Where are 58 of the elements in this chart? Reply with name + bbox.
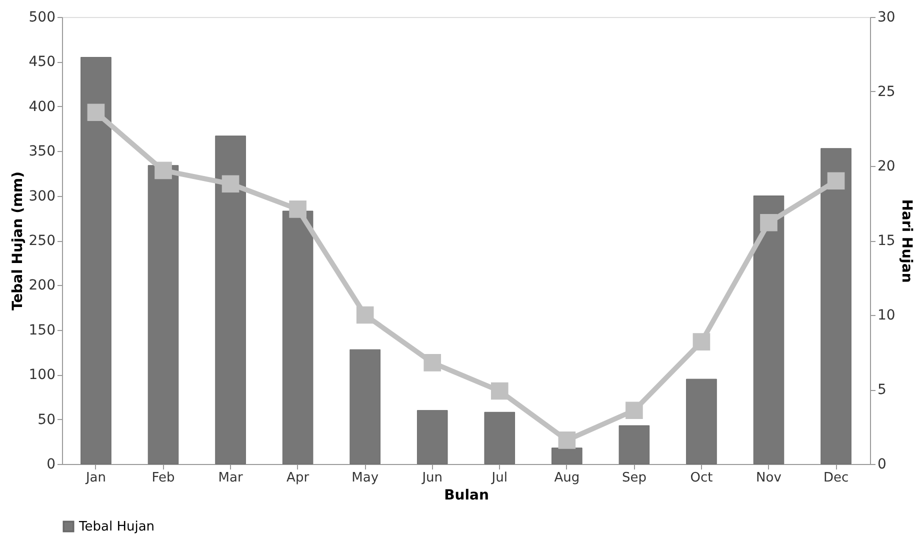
point bbox=[827, 172, 845, 190]
x-tick-label: Sep bbox=[622, 470, 646, 486]
x-axis-title: Bulan bbox=[444, 488, 489, 504]
y2-tick-label: 25 bbox=[878, 84, 896, 100]
x-tick-label: Jan bbox=[84, 470, 106, 486]
y-tick-label: 450 bbox=[28, 54, 56, 70]
y-axis-title: Tebal Hujan (mm) bbox=[10, 171, 26, 311]
y-tick-label: 150 bbox=[28, 322, 56, 338]
x-tick-label: Apr bbox=[286, 470, 310, 486]
x-tick-label: Oct bbox=[690, 470, 713, 486]
bar bbox=[148, 165, 179, 464]
x-tick-label: May bbox=[352, 470, 379, 486]
point bbox=[154, 162, 172, 180]
bar bbox=[618, 425, 650, 464]
bar bbox=[820, 148, 852, 464]
point bbox=[760, 214, 778, 232]
point bbox=[356, 306, 374, 324]
legend-label: Tebal Hujan bbox=[78, 520, 155, 534]
y-tick-label: 200 bbox=[28, 278, 56, 294]
bar bbox=[80, 56, 112, 464]
point bbox=[289, 200, 306, 218]
x-tick-label: Nov bbox=[756, 470, 782, 486]
y2-axis-title: Hari Hujan bbox=[898, 199, 914, 283]
y2-tick-label: 10 bbox=[878, 308, 896, 324]
bar bbox=[484, 412, 516, 464]
y-tick-label: 0 bbox=[46, 456, 56, 472]
x-tick-label: Mar bbox=[218, 470, 244, 486]
y2-tick-label: 20 bbox=[878, 158, 896, 174]
point bbox=[692, 333, 710, 350]
y2-tick-label: 5 bbox=[878, 382, 886, 398]
x-tick-label: Dec bbox=[823, 470, 849, 486]
y-tick-label: 50 bbox=[38, 412, 56, 428]
point bbox=[222, 175, 240, 193]
y-tick-label: 250 bbox=[28, 233, 56, 249]
point bbox=[87, 104, 105, 122]
bar bbox=[686, 378, 717, 464]
bar bbox=[753, 196, 784, 464]
point bbox=[490, 382, 508, 400]
y-tick-label: 300 bbox=[28, 188, 56, 204]
y2-tick-label: 30 bbox=[878, 10, 896, 26]
point bbox=[558, 432, 576, 449]
x-tick-label: Feb bbox=[152, 470, 175, 486]
y2-tick-label: 15 bbox=[878, 233, 896, 249]
x-tick-label: Aug bbox=[554, 470, 580, 486]
y-tick-label: 100 bbox=[28, 367, 56, 384]
point bbox=[626, 402, 643, 420]
y2-tick-label: 0 bbox=[878, 456, 886, 472]
y-tick-label: 350 bbox=[28, 144, 56, 160]
x-tick-label: Jul bbox=[490, 470, 508, 486]
bar bbox=[416, 410, 448, 464]
y-tick-label: 500 bbox=[28, 10, 56, 26]
bar bbox=[350, 349, 380, 464]
bar bbox=[552, 448, 582, 464]
point bbox=[424, 354, 442, 372]
y-tick-label: 400 bbox=[28, 98, 56, 115]
x-tick-label: Jun bbox=[421, 470, 443, 486]
bar bbox=[215, 136, 246, 464]
bar bbox=[282, 210, 314, 464]
